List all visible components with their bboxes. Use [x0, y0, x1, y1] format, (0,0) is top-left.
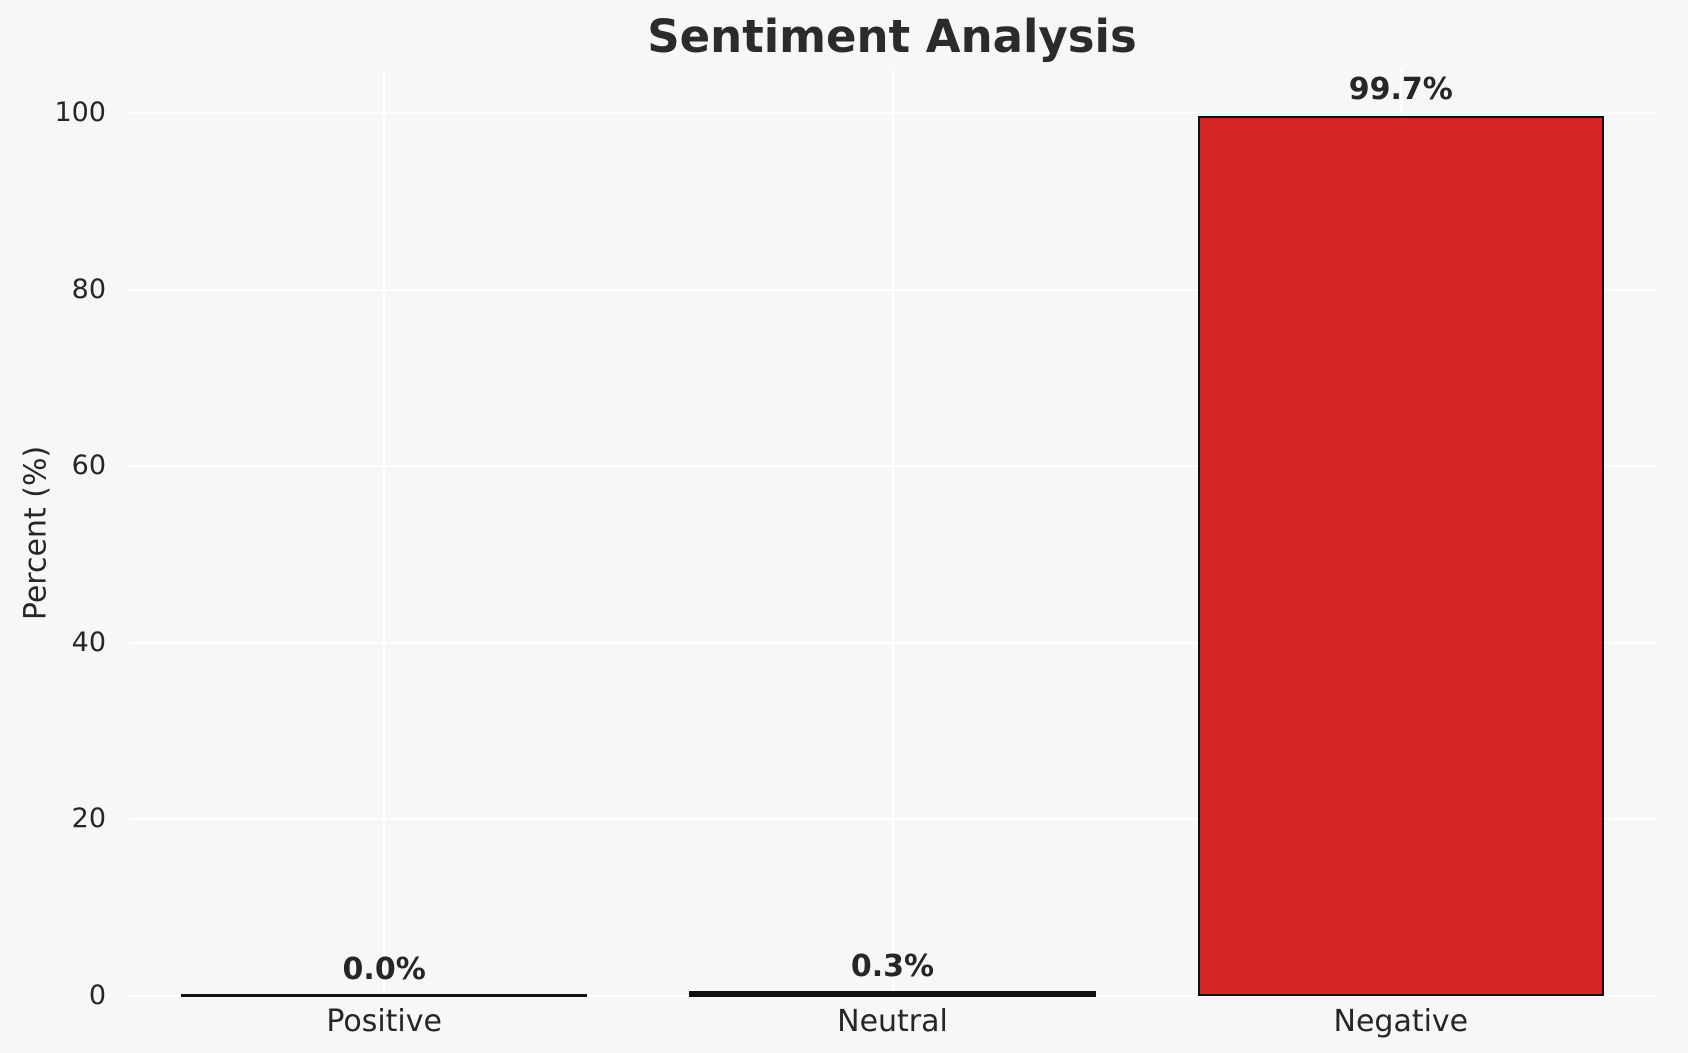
y-tick-label: 0	[88, 980, 106, 1011]
chart-title: Sentiment Analysis	[647, 10, 1137, 63]
y-tick-label: 40	[71, 626, 106, 658]
value-label: 0.3%	[850, 949, 935, 985]
bar-negative	[1197, 115, 1605, 996]
y-tick-label: 80	[71, 273, 106, 305]
gridline-vertical	[383, 68, 386, 996]
y-tick-label: 20	[71, 803, 106, 835]
value-label: 0.0%	[342, 952, 426, 987]
y-tick-label: 100	[54, 97, 106, 128]
bar-positive	[180, 994, 588, 997]
bar-neutral	[689, 991, 1096, 997]
x-tick-label: Positive	[326, 1004, 442, 1039]
x-tick-label: Neutral	[837, 1004, 948, 1039]
x-tick-label: Negative	[1333, 1004, 1469, 1039]
y-tick-label: 60	[71, 450, 106, 482]
value-label: 99.7%	[1348, 71, 1453, 107]
gridline-vertical	[891, 68, 894, 996]
